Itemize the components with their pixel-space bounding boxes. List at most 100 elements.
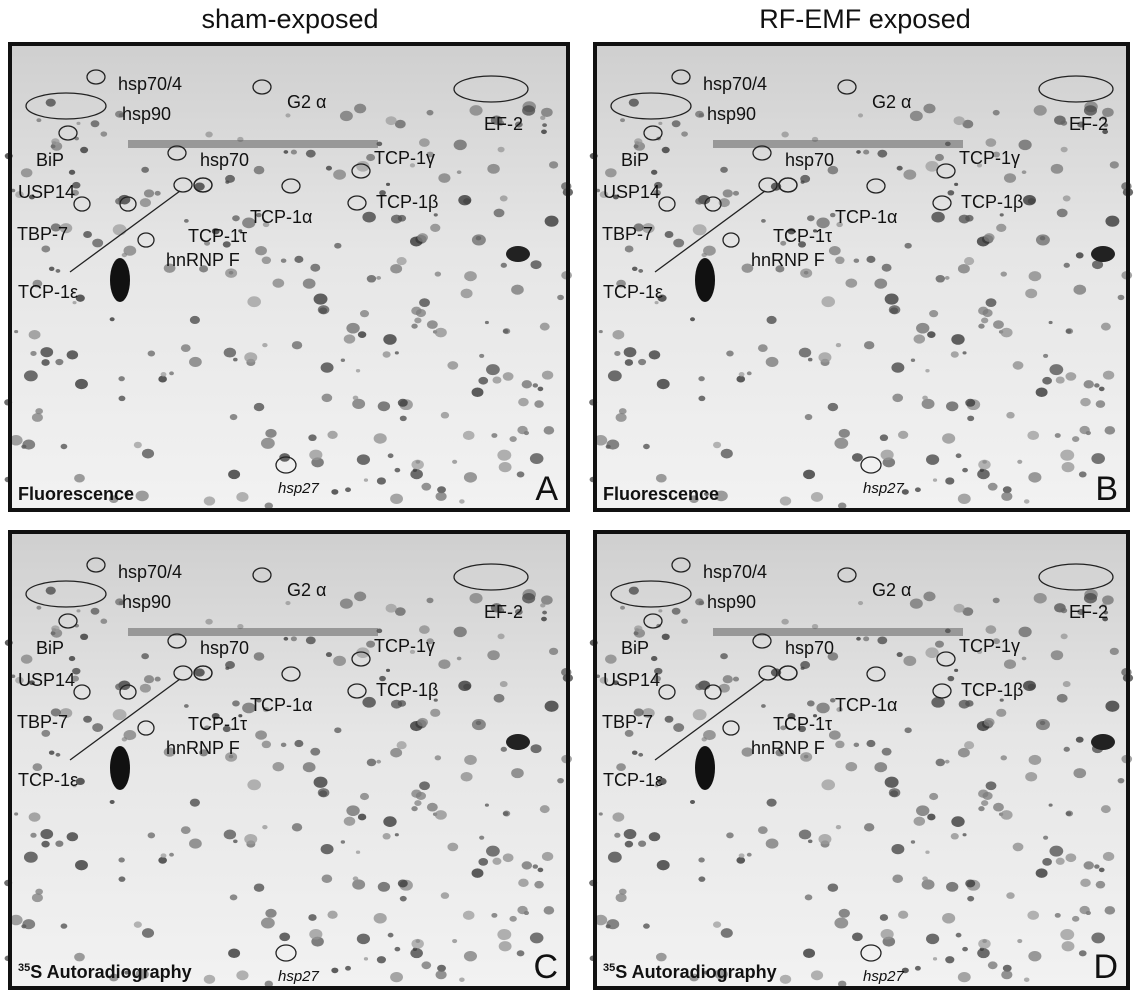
gel-spot: [1033, 592, 1047, 604]
gel-spot: [803, 469, 816, 480]
gel-spot: [761, 218, 766, 223]
gel-spot: [534, 880, 544, 889]
gel-spot: [1000, 327, 1013, 338]
gel-spot: [616, 279, 626, 288]
gel-spot: [355, 369, 361, 373]
gel-spot: [376, 759, 382, 764]
gel-spot: [434, 327, 447, 338]
gel-spot: [738, 372, 745, 377]
gel-spot: [253, 652, 265, 661]
gel-spot: [253, 165, 265, 175]
gel-spot: [985, 138, 997, 147]
gel-spot: [1105, 700, 1120, 712]
gel-spot: [628, 98, 639, 107]
gel-spot: [1006, 411, 1015, 419]
gel-spot: [352, 879, 366, 890]
gel-spot: [761, 704, 766, 708]
gel-spot: [290, 149, 297, 155]
gel-spot: [346, 805, 360, 817]
gel-spot: [1028, 472, 1042, 483]
gel-spot: [75, 859, 88, 871]
gel-spot: [180, 344, 191, 353]
gel-spot: [497, 607, 505, 614]
gel-spot: [75, 294, 85, 302]
gel-spot: [333, 169, 346, 180]
gel-spot: [787, 712, 796, 720]
gel-spot: [517, 905, 528, 915]
gel-spot: [309, 928, 323, 940]
spot-label: BiP: [36, 638, 64, 658]
gel-spot: [497, 633, 505, 640]
gel-spot: [80, 633, 89, 641]
spot-marker: [86, 69, 106, 85]
gel-spot: [530, 260, 542, 270]
gel-spot: [511, 768, 524, 779]
gel-spot: [20, 654, 33, 664]
spot-label: hsp70: [785, 150, 834, 170]
gel-spot: [51, 138, 60, 145]
gel-spot: [633, 223, 644, 232]
gel-spot: [204, 725, 211, 731]
gel-spot: [272, 278, 285, 288]
leader-line: [654, 190, 766, 273]
gel-spot: [657, 294, 667, 302]
gel-spot: [515, 608, 523, 616]
method: S Autoradiography: [615, 962, 776, 982]
gel-spot: [383, 816, 397, 828]
spot-marker: [704, 196, 722, 212]
column-title: RF-EMF exposed: [759, 4, 971, 34]
gel-spot: [139, 198, 151, 208]
gel-spot: [244, 833, 258, 845]
spot-marker: [73, 684, 91, 700]
gel-spot: [800, 268, 813, 278]
gel-spot: [766, 798, 777, 807]
spot-marker: [778, 177, 798, 193]
gel-spot: [985, 781, 997, 791]
gel-spot: [1101, 603, 1107, 608]
spot-label: TBP-7: [17, 712, 68, 732]
gel-spot: [321, 874, 333, 883]
gel-spot: [624, 840, 634, 848]
gel-spot: [634, 625, 643, 632]
gel-spot: [382, 833, 391, 840]
gel-spot: [51, 625, 60, 632]
gel-spot: [835, 342, 842, 348]
gel-spot: [950, 351, 959, 358]
spot-label: TCP-1β: [961, 680, 1023, 700]
spot-marker: [351, 651, 371, 667]
gel-spot: [48, 266, 55, 272]
spot-label: hsp70: [200, 150, 249, 170]
gel-spot: [816, 217, 830, 229]
gel-spot: [109, 799, 115, 804]
gel-spot: [985, 625, 997, 634]
gel-spot: [657, 777, 667, 786]
spot-marker: [860, 456, 882, 474]
gel-spot: [516, 471, 525, 478]
spot-marker: [119, 196, 137, 212]
gel-spot: [757, 344, 768, 353]
gel-spot: [1035, 387, 1048, 397]
gel-spot: [713, 921, 722, 928]
gel-spot: [59, 708, 73, 719]
gel-spot: [1028, 754, 1042, 766]
gel-spot: [1100, 322, 1111, 331]
gel-spot: [934, 153, 944, 162]
gel-spot: [863, 149, 870, 155]
gel-spot: [1102, 370, 1115, 380]
gel-spot: [41, 729, 51, 737]
gel-spot: [487, 163, 500, 174]
gel-spot: [978, 789, 989, 798]
gel-spot: [430, 223, 441, 232]
gel-spot: [1105, 215, 1120, 227]
gel-spot: [471, 718, 486, 731]
gel-spot: [1049, 845, 1064, 857]
gel-spot: [661, 633, 670, 641]
gel-spot: [834, 917, 849, 929]
gel-spot: [147, 832, 156, 839]
gel-spot: [491, 912, 498, 918]
gel-spot: [981, 317, 989, 324]
gel-spot: [74, 473, 85, 483]
gel-spot: [242, 217, 256, 229]
gel-spot: [1035, 868, 1048, 878]
gel-spot: [83, 715, 92, 723]
